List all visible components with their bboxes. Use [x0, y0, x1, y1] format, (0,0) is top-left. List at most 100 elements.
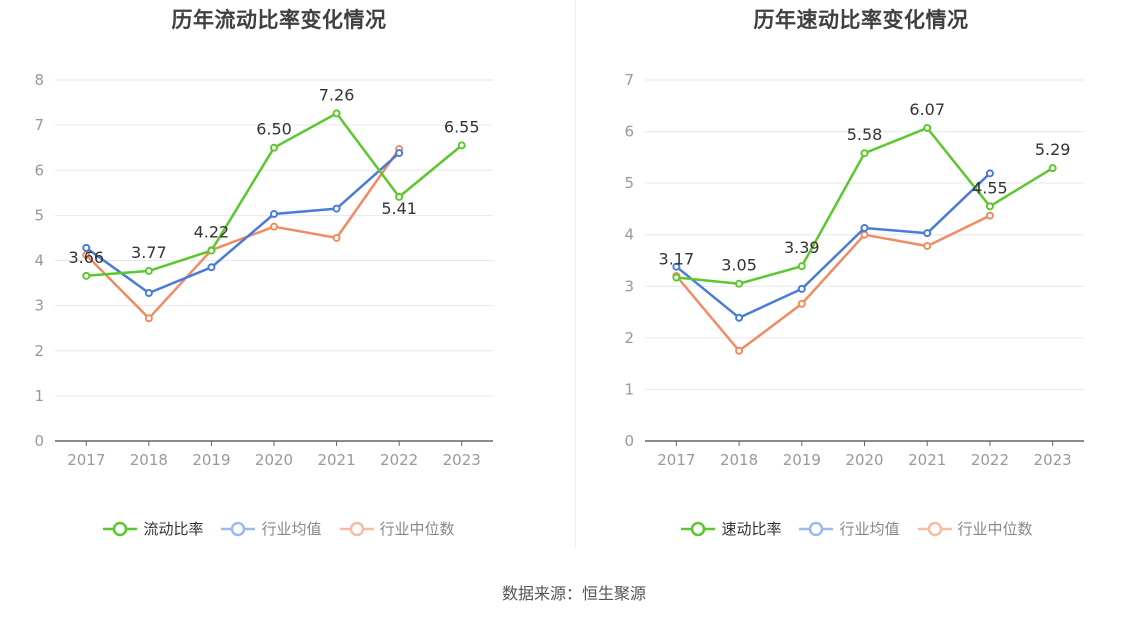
- legend-item-median[interactable]: 行业中位数: [339, 518, 455, 539]
- data-point-primary: [672, 273, 681, 282]
- current-ratio-chart: 历年流动比率变化情况 0 1 2 3 4 5 6 7 8 2017 2018 2019 2020 2021…: [0, 0, 574, 560]
- legend-item-median[interactable]: 行业中位数: [917, 518, 1033, 539]
- x-tick-label: 2022: [380, 451, 418, 469]
- legend-primary-icon: [681, 521, 716, 536]
- x-tick-label: 2023: [1034, 451, 1072, 469]
- legend-item-avg[interactable]: 行业均值: [799, 518, 900, 539]
- x-tick-label: 2018: [720, 451, 758, 469]
- data-label: 3.66: [68, 248, 104, 267]
- y-tick-label: 3: [624, 277, 634, 295]
- y-tick-label: 7: [624, 71, 634, 89]
- data-point-primary: [270, 143, 278, 152]
- data-point-primary: [457, 141, 466, 150]
- legend-label: 行业中位数: [379, 520, 455, 538]
- data-point-primary: [735, 279, 744, 288]
- legend-label: 流动比率: [143, 520, 204, 538]
- data-label: 3.77: [131, 243, 167, 262]
- series-line-median: [85, 148, 401, 320]
- data-point-primary: [1048, 164, 1057, 173]
- data-point-avg: [923, 229, 932, 238]
- x-tick-label: 2021: [317, 451, 355, 469]
- x-tick-label: 2022: [971, 451, 1009, 469]
- y-tick-label: 2: [34, 342, 44, 360]
- legend: 速动比率 行业均值 行业中位数: [570, 518, 1144, 539]
- data-point-primary: [207, 246, 216, 255]
- legend: 流动比率 行业均值 行业中位数: [0, 518, 566, 539]
- legend-item-avg[interactable]: 行业均值: [221, 518, 322, 539]
- data-point-avg: [797, 284, 806, 293]
- y-tick-label: 0: [624, 432, 634, 450]
- x-tick-label: 2020: [845, 451, 883, 469]
- data-point-primary: [797, 262, 806, 271]
- y-tick-label: 5: [34, 206, 44, 224]
- data-point-median: [144, 314, 153, 323]
- y-tick-label: 7: [34, 116, 44, 134]
- data-point-median: [735, 346, 744, 355]
- chart-title: 历年流动比率变化情况: [171, 8, 387, 32]
- data-point-avg: [270, 210, 278, 219]
- legend-label: 行业均值: [261, 520, 322, 538]
- divider: [575, 0, 576, 548]
- x-tick-label: 2017: [657, 451, 695, 469]
- data-label: 6.55: [444, 117, 480, 136]
- data-point-primary: [923, 123, 932, 132]
- data-label: 4.22: [194, 223, 230, 242]
- data-point-primary: [144, 266, 153, 275]
- legend-avg-icon: [221, 521, 256, 536]
- data-point-median: [797, 299, 806, 308]
- x-tick-label: 2020: [255, 451, 293, 469]
- data-point-avg: [985, 169, 994, 178]
- data-point-primary: [985, 202, 994, 211]
- data-point-primary: [332, 109, 341, 118]
- data-point-median: [82, 251, 91, 260]
- y-tick-label: 1: [34, 387, 44, 405]
- data-point-avg: [395, 149, 404, 158]
- y-tick-label: 4: [34, 252, 44, 270]
- legend-primary-icon: [103, 521, 138, 536]
- data-label: 5.29: [1035, 140, 1071, 159]
- data-point-avg: [860, 224, 869, 233]
- data-point-primary: [82, 271, 91, 280]
- data-label: 6.07: [909, 100, 945, 119]
- x-tick-label: 2023: [443, 451, 481, 469]
- y-tick-label: 6: [624, 123, 634, 141]
- series-line-avg: [675, 172, 991, 319]
- series-line-median: [675, 214, 991, 353]
- data-point-avg: [735, 313, 744, 322]
- y-tick-label: 4: [624, 226, 634, 244]
- legend-item-primary[interactable]: 速动比率: [681, 518, 781, 539]
- data-point-median: [923, 242, 932, 251]
- data-point-median: [270, 222, 278, 231]
- x-tick-label: 2017: [67, 451, 105, 469]
- data-label: 5.41: [381, 199, 417, 218]
- data-label: 6.50: [256, 120, 292, 139]
- x-tick-label: 2018: [130, 451, 168, 469]
- data-point-avg: [82, 243, 91, 252]
- x-tick-label: 2019: [192, 451, 230, 469]
- data-point-median: [332, 233, 341, 242]
- data-point-avg: [207, 263, 216, 272]
- data-label: 4.55: [972, 178, 1008, 197]
- data-label: 5.58: [847, 125, 883, 144]
- y-tick-label: 1: [624, 380, 634, 398]
- legend-item-primary[interactable]: 流动比率: [103, 518, 203, 539]
- data-label: 3.17: [659, 250, 695, 269]
- data-point-median: [860, 230, 869, 239]
- data-label: 3.05: [721, 256, 757, 275]
- data-label: 3.39: [784, 238, 820, 257]
- quick-ratio-plot: 0 1 2 3 4 5 6 7 2017 2018 2019 2020 2021 2022 2023 3.17…: [624, 71, 1084, 469]
- data-source: 数据来源：恒生聚源: [501, 584, 646, 603]
- legend-label: 行业均值: [839, 520, 900, 538]
- legend-label: 行业中位数: [957, 520, 1033, 538]
- legend-median-icon: [917, 521, 952, 536]
- data-point-primary: [860, 149, 869, 158]
- legend-label: 速动比率: [721, 520, 782, 538]
- y-tick-label: 2: [624, 329, 634, 347]
- current-ratio-plot: 0 1 2 3 4 5 6 7 8 2017 2018 2019 2020 2021 2022 2023 3.6…: [34, 71, 493, 469]
- data-point-avg: [672, 262, 681, 271]
- quick-ratio-chart: 历年速动比率变化情况 0 1 2 3 4 5 6 7 2017 2018 2019 2020 2021 2…: [576, 0, 1148, 560]
- x-tick-label: 2021: [908, 451, 946, 469]
- legend-median-icon: [339, 521, 374, 536]
- x-tick-label: 2019: [783, 451, 821, 469]
- data-point-median: [985, 211, 994, 220]
